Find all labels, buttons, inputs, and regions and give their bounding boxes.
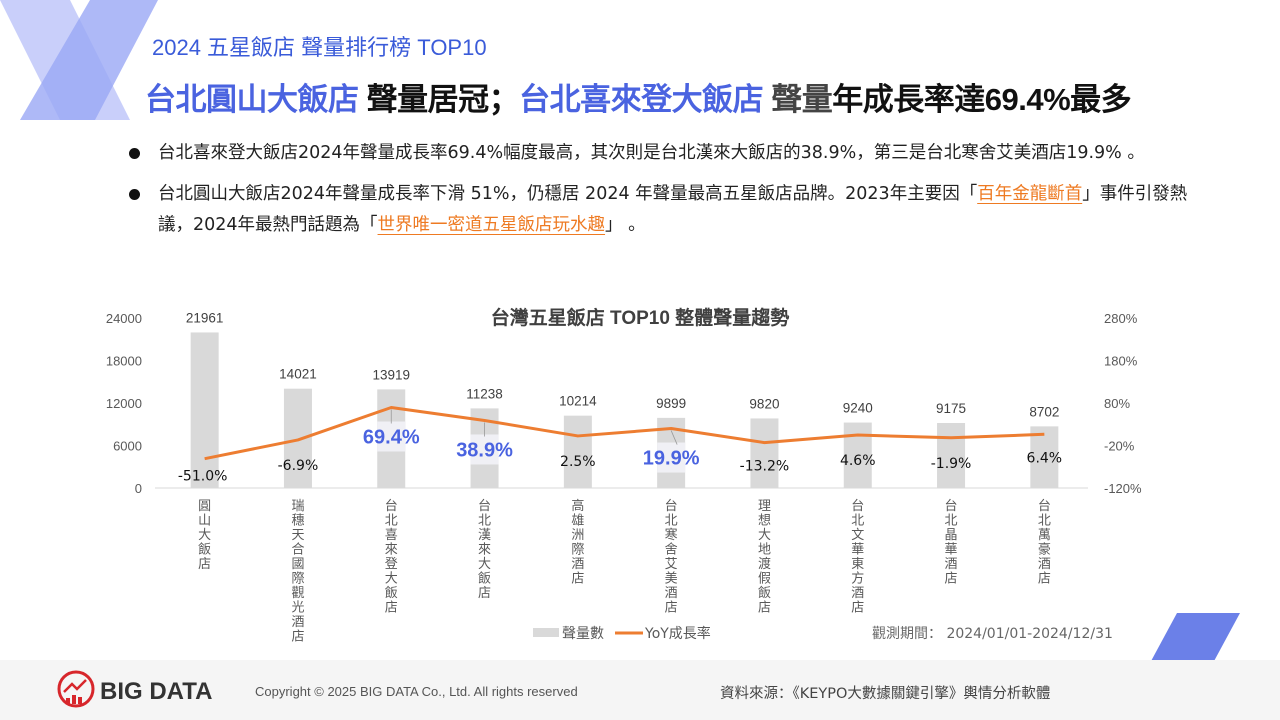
x-category-label: 台北喜來登大飯店 [385,499,398,616]
summary-bullets: 台北喜來登大飯店2024年聲量成長率69.4%幅度最高，其次則是台北漢來大飯店的… [128,138,1188,251]
volume-trend-chart: 台灣五星飯店 TOP10 整體聲量趨勢 0 6000 12000 18000 24000… [106,306,1142,645]
yoy-value-label: 2.5% [560,454,596,470]
y-left-tick-label: 0 [135,481,142,496]
y-right-tick-label: 280% [1104,311,1138,326]
y-right-tick-label: -20% [1104,439,1135,454]
y-axis-left: 0 6000 12000 18000 24000 [106,311,142,496]
y-right-tick-label: 180% [1104,354,1138,369]
highlight-label-bg [470,434,499,465]
decorative-parallelogram [1150,613,1240,663]
data-source-text: 資料來源：《KEYPO大數據關鍵引擎》輿情分析軟體 [720,686,1051,702]
line-series-yoy [204,406,1045,461]
headline-text-1: 聲量居冠； [358,82,520,117]
x-category-label: 台北漢來大飯店 [478,499,491,601]
x-category-label: 高雄洲際酒店 [571,498,584,587]
page-subtitle: 2024 五星飯店 聲量排行榜 TOP10 [152,35,487,60]
yoy-value-label: 6.4% [1027,450,1063,466]
y-left-tick-label: 24000 [106,311,142,326]
bar-value-label: 21961 [186,310,224,325]
copyright-text: Copyright © 2025 BIG DATA Co., Ltd. All … [255,684,578,699]
big-data-logo: BIG DATA [57,670,212,708]
bullet-text-after: 」 。 [605,215,646,235]
bullet-text: 台北喜來登大飯店2024年聲量成長率69.4%幅度最高，其次則是台北漢來大飯店的… [158,143,1145,163]
bar-8 [937,423,966,488]
x-category-label: 台北文華東方酒店 [851,499,864,616]
bar-value-label: 8702 [1029,404,1059,419]
link-secret-passage[interactable]: 世界唯一密道五星飯店玩水趣 [377,215,606,235]
y-left-tick-label: 6000 [113,439,142,454]
page-headline: 台北圓山大飯店 聲量居冠；台北喜來登大飯店 聲量年成長率達69.4%最多 [145,74,1132,119]
observation-period: 觀測期間： 2024/01/01-2024/12/31 [872,626,1113,642]
bar-value-label: 14021 [279,367,317,382]
yoy-value-label: -6.9% [278,458,319,474]
y-left-tick-label: 18000 [106,354,142,369]
chart-title: 台灣五星飯店 TOP10 整體聲量趨勢 [491,306,789,329]
bar-series-volume [190,332,1059,488]
bullet-dot-icon [129,189,140,200]
line-data-labels: -51.0% -6.9% 69.4% 38.9% 2.5% 19.9% -13.2% 4.6%… [178,409,1063,485]
headline-hotel-1: 台北圓山大飯店 [145,82,359,117]
yoy-value-label: 4.6% [840,453,876,469]
bar-value-label: 9240 [843,401,873,416]
bullet-text-before: 台北圓山大飯店2024年聲量成長率下滑 51%，仍穩居 2024 年聲量最高五星… [158,184,978,204]
x-category-label: 理想大地渡假飯店 [758,499,771,616]
bar-7 [843,422,872,488]
y-right-tick-label: -120% [1104,481,1142,496]
legend-label-volume: 聲量數 [562,625,604,642]
x-category-label: 瑞穗天合國際觀光酒店 [291,499,304,645]
headline-hotel-2: 台北喜來登大飯店 [519,82,764,117]
bar-value-label: 13919 [372,367,410,382]
yoy-highlight-label: 69.4% [363,427,420,449]
bullet-text-middle: 」事件引發熱議，2024年最熱門話題為「 [158,184,1188,235]
x-category-label: 圓山大飯店 [198,499,211,572]
legend-swatch-volume [533,628,559,637]
headline-text-2: 聲量 [763,82,833,117]
bar-6 [750,418,779,488]
bullet-dot-icon [129,148,140,159]
logo-text: BIG DATA [100,678,212,705]
label-leader-line [670,430,678,445]
y-left-tick-label: 12000 [106,396,142,411]
bar-1 [283,388,312,488]
headline-text-3: 年成長率達69.4%最多 [832,82,1132,117]
footer-bar [0,660,1280,720]
bar-value-label: 9820 [749,396,779,411]
bar-value-label: 11238 [466,386,503,401]
yoy-line [204,406,1045,461]
yoy-value-label: -1.9% [931,456,972,472]
link-golden-dragon[interactable]: 百年金龍斷首 [977,184,1083,204]
bullet-item: 台北喜來登大飯店2024年聲量成長率69.4%幅度最高，其次則是台北漢來大飯店的… [128,138,1188,169]
legend-label-yoy: YoY成長率 [644,625,711,642]
bar-data-labels: 21961 14021 13919 11238 10214 9899 9820 9240 917… [186,310,1059,419]
chart-legend: 聲量數 YoY成長率 [533,625,711,642]
bar-value-label: 10214 [559,394,597,409]
highlight-label-bg [657,442,686,473]
bar-value-label: 9175 [936,401,966,416]
x-category-label: 台北萬豪酒店 [1038,499,1051,587]
bar-9 [1030,426,1059,488]
y-axis-right: -120% -20% 80% 180% 280% [1104,311,1142,496]
bar-0 [190,332,219,488]
x-category-label: 台北晶華酒店 [945,499,958,587]
bullet-item: 台北圓山大飯店2024年聲量成長率下滑 51%，仍穩居 2024 年聲量最高五星… [128,179,1188,241]
x-category-label: 台北寒舍艾美酒店 [665,499,678,616]
yoy-highlight-label: 19.9% [643,448,700,470]
y-right-tick-label: 80% [1104,396,1130,411]
x-axis-categories: 圓山大飯店 瑞穗天合國際觀光酒店 台北喜來登大飯店 台北漢來大飯店 高雄洲際酒店 台北寒舍… [198,498,1051,645]
bar-4 [563,415,592,488]
yoy-value-label: -51.0% [178,469,228,485]
highlight-label-bg [377,421,406,452]
yoy-highlight-label: 38.9% [456,439,513,461]
yoy-value-label: -13.2% [740,459,790,475]
bar-value-label: 9899 [656,396,686,411]
decorative-v-shape [0,0,158,120]
